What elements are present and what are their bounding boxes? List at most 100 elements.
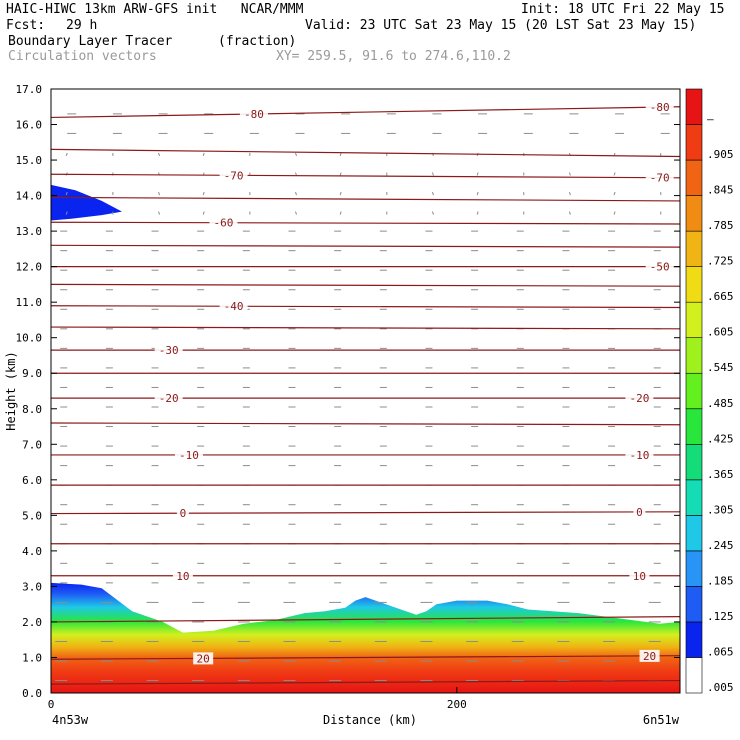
colorbar-label: .365 bbox=[707, 468, 734, 481]
y-tick-label: 3.0 bbox=[22, 580, 42, 593]
contour-label-bg bbox=[625, 448, 654, 461]
x-tick-label: 200 bbox=[447, 698, 467, 711]
contour-line bbox=[50, 148, 681, 158]
tracer-area bbox=[51, 582, 680, 693]
vector-arrow bbox=[202, 191, 205, 196]
colorbar-swatch bbox=[685, 124, 703, 161]
vector-arrow bbox=[158, 211, 161, 215]
contour-line bbox=[50, 511, 681, 515]
contour-label: 0 bbox=[180, 507, 187, 520]
contour-label: 20 bbox=[197, 652, 210, 665]
contour-line bbox=[50, 196, 681, 202]
colorbar-swatch bbox=[685, 195, 703, 232]
contour-label-bg bbox=[209, 216, 238, 229]
y-tick-label: 12.0 bbox=[16, 261, 43, 274]
fcst-label: Fcst: bbox=[6, 18, 46, 33]
vector-arrow bbox=[476, 191, 479, 196]
contour-line bbox=[50, 244, 681, 248]
vector-arrow bbox=[295, 172, 297, 176]
contour-label: -20 bbox=[159, 392, 179, 405]
init-time: Init: 18 UTC Fri 22 May 15 bbox=[521, 2, 725, 17]
contour-label: -80 bbox=[650, 101, 670, 114]
contour-label: -40 bbox=[224, 300, 244, 313]
vector-arrow bbox=[65, 152, 68, 157]
vector-field bbox=[55, 113, 670, 682]
colorbar-swatch bbox=[685, 408, 703, 445]
contour-label-bg bbox=[239, 107, 268, 120]
contour-line bbox=[50, 305, 681, 309]
vector-arrow bbox=[613, 172, 616, 176]
y-tick-label: 17.0 bbox=[16, 83, 43, 96]
colorbar-swatch bbox=[685, 372, 703, 410]
colorbar-label: .485 bbox=[707, 397, 734, 410]
contour-label-bg bbox=[154, 392, 183, 405]
contour-label: -80 bbox=[244, 108, 264, 121]
contour-label: 10 bbox=[176, 570, 189, 583]
xy-range: XY= 259.5, 91.6 to 274.6,110.2 bbox=[276, 49, 511, 64]
temperature-contours: -80 -80 -70 -70 -60 -50 -40 -30 -20 -20 -10 -10 0 0 10… bbox=[50, 101, 681, 685]
contour-line bbox=[50, 106, 681, 119]
contour-label-bg bbox=[193, 652, 214, 665]
contour-label-bg bbox=[154, 344, 183, 357]
y-tick-label: 5.0 bbox=[22, 509, 42, 522]
contour-line bbox=[50, 616, 681, 623]
valid-time: Valid: 23 UTC Sat 23 May 15 (20 LST Sat … bbox=[305, 18, 697, 33]
vector-arrow bbox=[295, 211, 297, 215]
title-left: HAIC-HIWC 13km ARW-GFS init NCAR/MMM bbox=[6, 2, 304, 17]
contour-label: 10 bbox=[633, 570, 646, 583]
contour-label: 20 bbox=[643, 650, 656, 663]
contour-label: -50 bbox=[650, 261, 670, 274]
contour-line bbox=[50, 283, 681, 287]
colorbar-label: .305 bbox=[707, 503, 734, 516]
contour-label-bg bbox=[172, 569, 193, 582]
vector-arrow bbox=[65, 191, 68, 196]
contour-label-bg bbox=[645, 101, 674, 114]
colorbar-swatch bbox=[685, 550, 703, 587]
y-tick-label: 6.0 bbox=[22, 474, 42, 487]
colorbar-label: .905 bbox=[707, 148, 734, 161]
vectors-label: Circulation vectors bbox=[8, 49, 157, 64]
colorbar-label: .065 bbox=[707, 645, 734, 658]
x-right-endpoint-label: 6n51w bbox=[643, 713, 680, 727]
y-tick-label: 11.0 bbox=[16, 296, 43, 309]
colorbar-label: .185 bbox=[707, 574, 734, 587]
vector-arrow bbox=[339, 211, 342, 215]
contour-label-bg bbox=[645, 171, 674, 184]
colorbar-label: .125 bbox=[707, 610, 734, 623]
contour-label: -70 bbox=[224, 169, 244, 182]
colorbar-swatch bbox=[685, 657, 703, 694]
vector-arrow bbox=[568, 172, 571, 176]
x-left-endpoint-label: 4n53w bbox=[52, 713, 89, 727]
vector-arrow bbox=[339, 172, 342, 176]
contour-line bbox=[50, 679, 681, 685]
colorbar-swatch bbox=[685, 515, 703, 552]
colorbar-swatch bbox=[685, 159, 703, 196]
contour-line bbox=[50, 326, 681, 330]
contour-line bbox=[50, 221, 681, 225]
field-name: Boundary Layer Tracer bbox=[8, 34, 173, 49]
colorbar-swatch bbox=[685, 266, 703, 303]
vector-arrow bbox=[613, 191, 616, 196]
x-axis-label: Distance (km) bbox=[323, 713, 417, 727]
contour-label: 0 bbox=[636, 506, 643, 519]
colorbar-swatch bbox=[685, 586, 703, 623]
contour-label: -60 bbox=[214, 217, 234, 230]
contour-line bbox=[50, 173, 681, 179]
colorbar-label: .665 bbox=[707, 290, 734, 303]
contour-line bbox=[50, 655, 681, 660]
contour-label-bg bbox=[629, 569, 650, 582]
vector-arrow bbox=[568, 191, 571, 196]
y-axis-label: Height (km) bbox=[4, 351, 18, 430]
vector-arrow bbox=[476, 211, 479, 215]
contour-label-bg bbox=[219, 169, 248, 182]
colorbar-label: .005 bbox=[707, 681, 734, 694]
vector-arrow bbox=[339, 191, 342, 196]
y-tick-label: 7.0 bbox=[22, 438, 42, 451]
contour-label: -30 bbox=[159, 344, 179, 357]
vector-arrow bbox=[158, 191, 161, 196]
vector-arrow bbox=[431, 211, 434, 215]
plot-frame bbox=[50, 88, 681, 694]
contour-label-bg bbox=[633, 505, 646, 518]
y-tick-label: 0.0 bbox=[22, 687, 42, 700]
